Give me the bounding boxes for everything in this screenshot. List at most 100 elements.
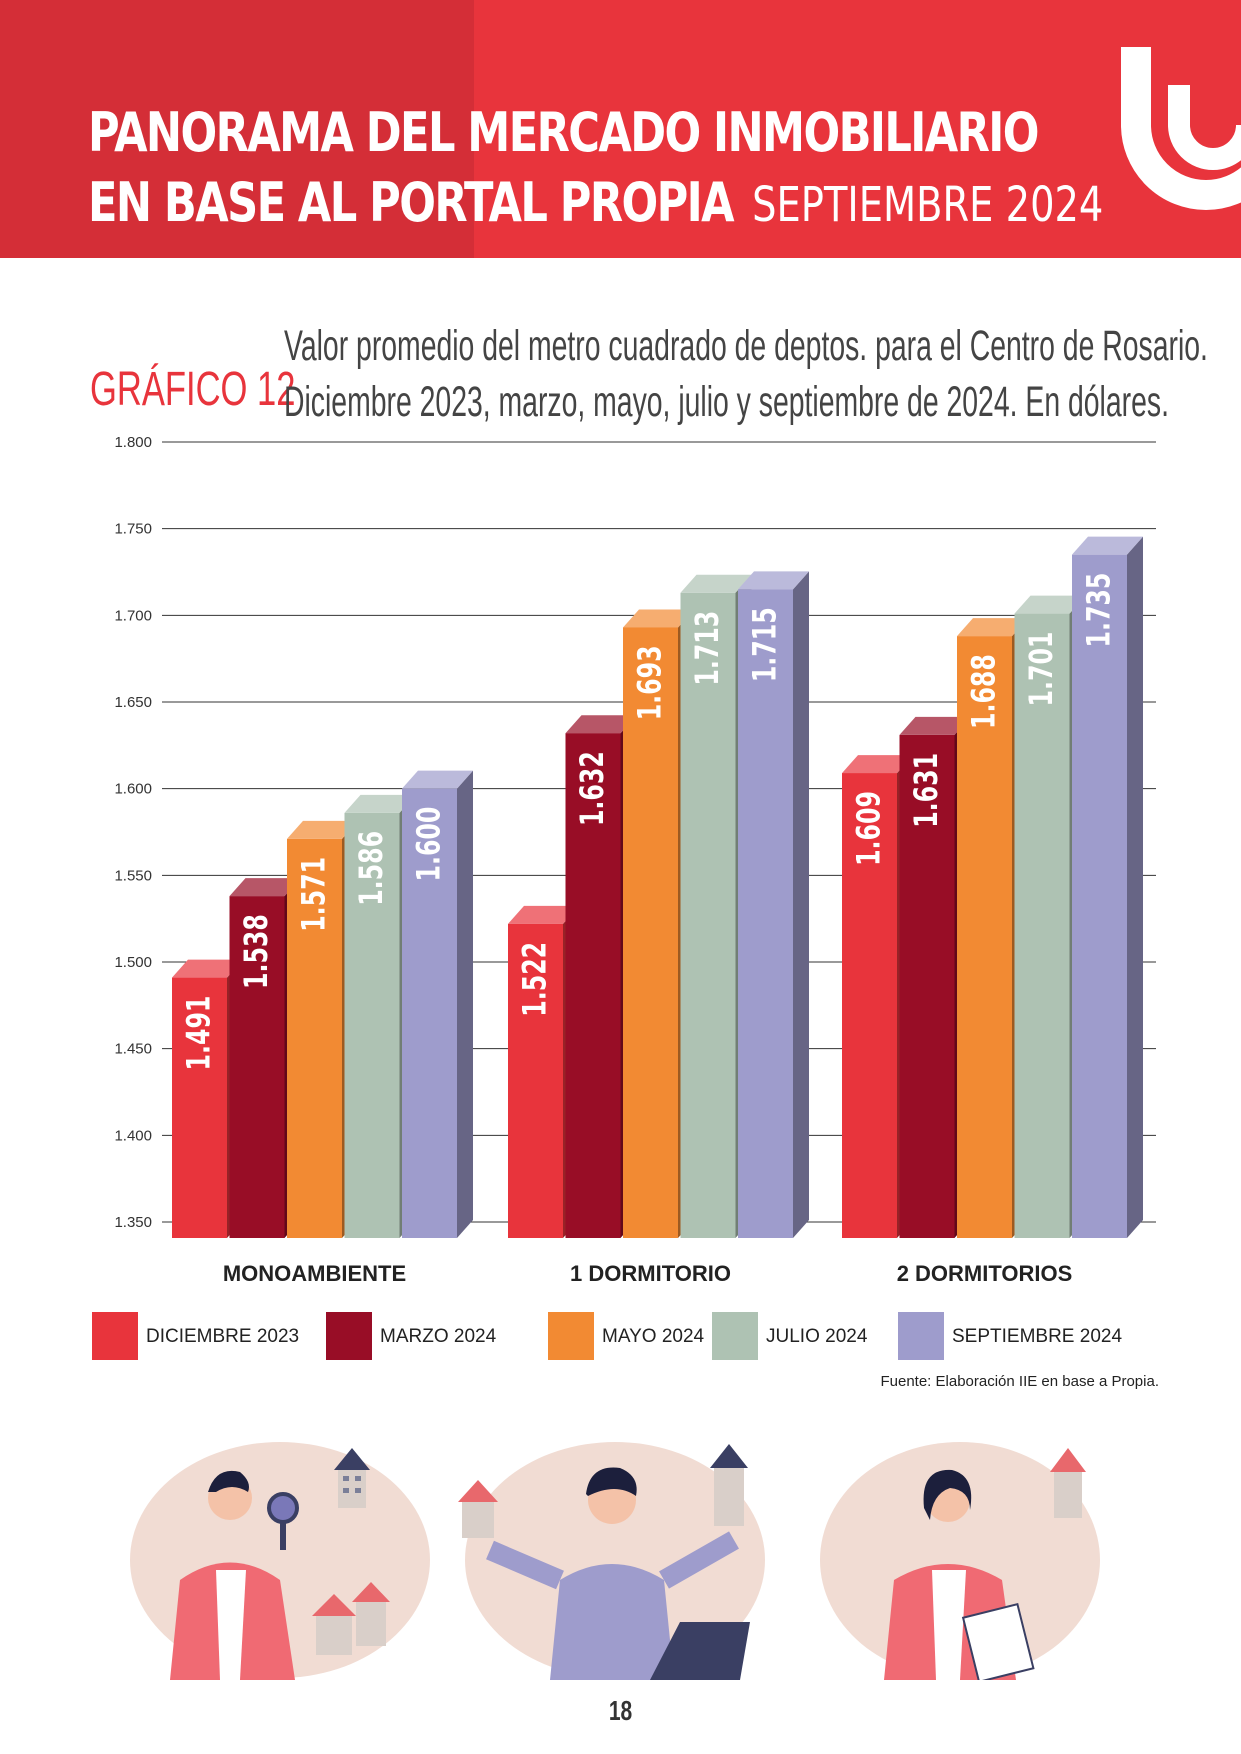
y-tick-label: 1.400 xyxy=(114,1127,152,1144)
bar xyxy=(508,923,563,1238)
bar-top xyxy=(738,571,809,590)
legend-swatch xyxy=(898,1312,944,1360)
bar-side xyxy=(793,571,809,1238)
illustration-man-houses xyxy=(458,1442,765,1680)
bar-side xyxy=(1127,536,1143,1238)
person-shirt xyxy=(932,1570,966,1680)
brand-logo-icon xyxy=(1121,47,1241,210)
person-hair xyxy=(586,1467,637,1496)
bar-top xyxy=(842,755,913,774)
document-icon xyxy=(961,1602,1035,1680)
legend-label: MAYO 2024 xyxy=(602,1326,705,1347)
y-tick-label: 1.700 xyxy=(114,607,152,624)
bar xyxy=(402,788,457,1238)
data-label: 1.715 xyxy=(746,607,784,682)
bar-top xyxy=(287,820,358,839)
source-note: Fuente: Elaboración IIE en base a Propia… xyxy=(880,1373,1159,1390)
legend-swatch xyxy=(548,1312,594,1360)
bar-top xyxy=(508,905,579,924)
header-dark-panel xyxy=(0,0,474,258)
bar-top xyxy=(565,715,637,734)
person-hair xyxy=(208,1470,249,1492)
bar xyxy=(1014,613,1070,1238)
y-tick-label: 1.800 xyxy=(114,434,152,451)
bar xyxy=(623,627,678,1238)
legend-swatch xyxy=(92,1312,138,1360)
legend-label: SEPTIEMBRE 2024 xyxy=(952,1326,1123,1347)
bar xyxy=(738,589,793,1238)
y-tick-label: 1.350 xyxy=(114,1214,152,1231)
person-shirt xyxy=(216,1570,246,1680)
legend-label: JULIO 2024 xyxy=(766,1326,868,1347)
magnifier-handle xyxy=(280,1520,286,1550)
bar-top xyxy=(623,609,694,628)
bar-top xyxy=(1014,595,1086,614)
data-label: 1.586 xyxy=(352,831,390,906)
house-icon xyxy=(458,1480,498,1538)
legend-label: DICIEMBRE 2023 xyxy=(146,1326,300,1347)
bar-top xyxy=(344,794,416,813)
data-label: 1.600 xyxy=(410,807,448,882)
illustration-woman-magnifier xyxy=(130,1442,430,1680)
legend-swatch xyxy=(326,1312,372,1360)
chart-heading: GRÁFICO 12 Valor promedio del metro cuad… xyxy=(90,318,1210,428)
data-label: 1.701 xyxy=(1022,632,1060,707)
bar-top xyxy=(229,878,301,897)
bar-top xyxy=(1072,536,1143,555)
data-label: 1.713 xyxy=(688,611,726,686)
data-label: 1.632 xyxy=(573,751,611,826)
house-icon xyxy=(352,1582,390,1646)
bar-top xyxy=(899,716,971,735)
data-label: 1.522 xyxy=(516,942,554,1017)
data-label: 1.688 xyxy=(965,654,1003,729)
report-title: PANORAMA DEL MERCADO INMOBILIARIO EN BAS… xyxy=(88,98,1103,240)
bar xyxy=(172,977,227,1238)
report-subtitle: SEPTIEMBRE 2024 xyxy=(752,177,1104,233)
chart-legend: DICIEMBRE 2023 MARZO 2024 MAYO 2024 JULIO 2… xyxy=(92,1312,1172,1360)
chart-title-line2: Diciembre 2023, marzo, mayo, julio y sep… xyxy=(284,378,1169,426)
person-shirt xyxy=(550,1564,674,1680)
data-label: 1.609 xyxy=(850,791,888,866)
illustration-woman-document xyxy=(820,1442,1100,1680)
y-tick-label: 1.650 xyxy=(114,694,152,711)
illustration-bg-shape xyxy=(820,1442,1100,1678)
legend-swatch xyxy=(712,1312,758,1360)
bar xyxy=(899,734,955,1238)
bar xyxy=(229,896,285,1238)
data-label: 1.491 xyxy=(180,996,218,1071)
illustration-bg-shape xyxy=(465,1442,765,1678)
data-label: 1.631 xyxy=(907,753,945,828)
bar xyxy=(680,592,736,1238)
data-label: 1.571 xyxy=(295,857,333,932)
report-title-line2: EN BASE AL PORTAL PROPIA xyxy=(88,171,735,234)
x-category-label: MONOAMBIENTE xyxy=(223,1261,406,1286)
bar-top xyxy=(172,959,243,978)
bar xyxy=(344,812,400,1238)
house-icon xyxy=(1050,1448,1086,1518)
data-label: 1.693 xyxy=(631,645,669,720)
house-icon xyxy=(710,1444,748,1526)
page-number: 18 xyxy=(608,1695,633,1726)
data-label: 1.538 xyxy=(237,914,275,989)
bar-top xyxy=(957,618,1028,637)
bar-top xyxy=(402,770,473,789)
page-header: PANORAMA DEL MERCADO INMOBILIARIO EN BAS… xyxy=(0,0,1241,258)
bar xyxy=(287,838,342,1238)
magnifier-icon xyxy=(267,1492,299,1524)
chart-title: Valor promedio del metro cuadrado de dep… xyxy=(284,318,1208,430)
y-tick-label: 1.600 xyxy=(114,781,152,798)
x-category-label: 2 DORMITORIOS xyxy=(897,1261,1073,1286)
house-icon xyxy=(312,1594,356,1655)
y-tick-label: 1.450 xyxy=(114,1041,152,1058)
person-hair xyxy=(923,1469,972,1520)
data-label: 1.735 xyxy=(1080,573,1118,648)
y-tick-label: 1.550 xyxy=(114,867,152,884)
report-title-line1: PANORAMA DEL MERCADO INMOBILIARIO xyxy=(88,101,1039,164)
y-tick-label: 1.750 xyxy=(114,521,152,538)
legend-label: MARZO 2024 xyxy=(380,1326,497,1347)
x-category-label: 1 DORMITORIO xyxy=(570,1261,731,1286)
person-arms xyxy=(486,1531,739,1590)
bar-chart: 1.350 1.400 1.450 1.500 1.550 1.600 1.650 1.700… xyxy=(114,434,1156,1286)
bar-top xyxy=(680,574,752,593)
bar xyxy=(957,636,1012,1238)
